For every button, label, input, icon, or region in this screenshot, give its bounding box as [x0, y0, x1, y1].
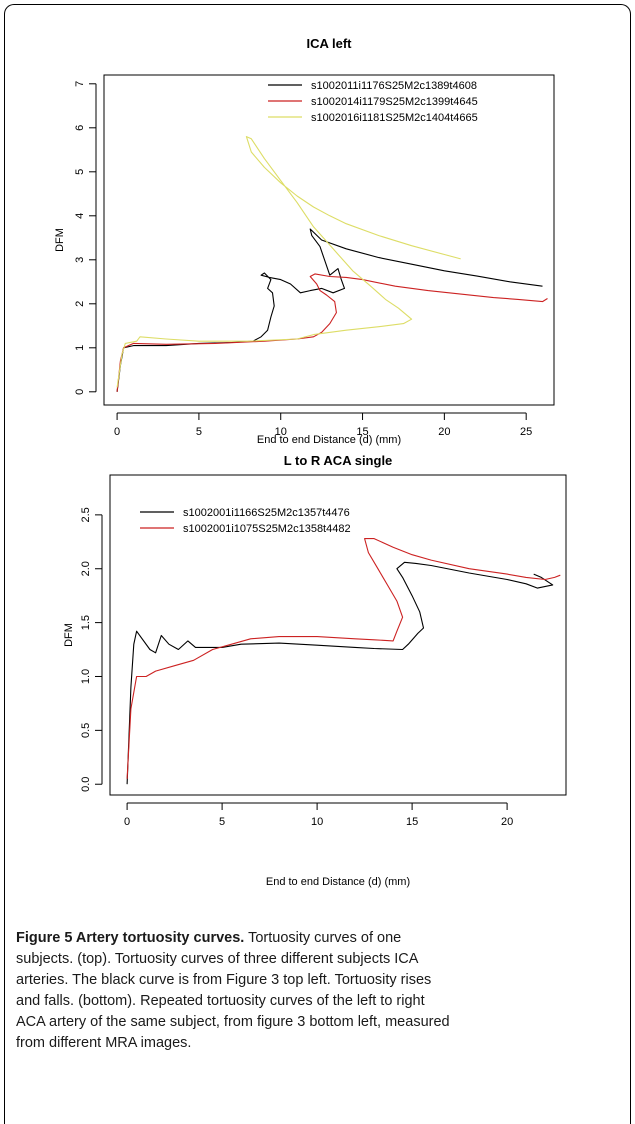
chart2-y-label: DFM	[63, 623, 75, 647]
chart1-y-tick-label-4: 4	[74, 213, 86, 219]
chart2-series-1-line	[126, 561, 554, 785]
chart2-y-tick-label-2: 1.0	[80, 669, 92, 684]
chart2-legend-label-2: s1002001i1075S25M2c1358t4482	[183, 523, 351, 535]
caption-line-3: and falls. (bottom). Repeated tortuosity…	[16, 993, 425, 1009]
chart1-x-tick-label-1: 5	[196, 426, 202, 438]
chart1-y-tick-label-6: 6	[74, 125, 86, 131]
chart1-series-1-line	[116, 228, 543, 392]
chart1-y-label: DFM	[54, 228, 66, 252]
chart1-x-tick-label-0: 0	[114, 426, 120, 438]
chart2-y-tick-label-3: 1.5	[80, 615, 92, 630]
chart2-y-tick-label-5: 2.5	[80, 507, 92, 522]
figure-frame	[4, 4, 631, 1124]
chart2-x-label: End to end Distance (d) (mm)	[266, 876, 410, 888]
chart1-y-tick-label-0: 0	[74, 389, 86, 395]
chart2-x-tick-label-1: 5	[219, 816, 225, 828]
chart2-y-tick-label-4: 2.0	[80, 561, 92, 576]
caption-line-4: ACA artery of the same subject, from fig…	[16, 1014, 450, 1030]
chart1-x-label: End to end Distance (d) (mm)	[257, 434, 401, 446]
chart1-legend-label-1: s1002011i1176S25M2c1389t4608	[311, 80, 477, 92]
figure-frame-edge	[4, 1110, 5, 1123]
chart1-y-tick-label-7: 7	[74, 81, 86, 87]
chart1-legend-label-3: s1002016i1181S25M2c1404t4665	[311, 112, 478, 124]
caption-line-5: from different MRA images.	[16, 1035, 192, 1051]
chart1-y-tick-label-2: 2	[74, 301, 86, 307]
caption-line-1: subjects. (top). Tortuosity curves of th…	[16, 951, 419, 967]
chart1-x-tick-label-4: 20	[438, 426, 450, 438]
chart1-legend-label-2: s1002014i1179S25M2c1399t4645	[311, 96, 478, 108]
chart2-x-tick-label-3: 15	[406, 816, 418, 828]
chart2-x-tick-label-4: 20	[501, 816, 513, 828]
chart1-series-3-line	[116, 136, 461, 388]
chart1-y-tick-label-3: 3	[74, 257, 86, 263]
chart2-series-2-line	[126, 538, 561, 779]
figure-caption: Figure 5 Artery tortuosity curves. Tortu…	[16, 928, 620, 1054]
chart1-plot-box	[103, 74, 555, 406]
caption-line-0: Tortuosity curves of one	[244, 930, 402, 946]
chart1-title: ICA left	[306, 36, 352, 51]
chart2-title: L to R ACA single	[284, 453, 393, 468]
chart2-plot-box	[109, 474, 567, 796]
chart2-x-tick-label-0: 0	[124, 816, 130, 828]
caption-heading: Figure 5 Artery tortuosity curves.	[16, 930, 245, 946]
chart1-y-tick-label-1: 1	[74, 345, 86, 351]
chart2-legend-label-1: s1002001i1166S25M2c1357t4476	[183, 507, 350, 519]
chart1-x-tick-label-3: 15	[356, 426, 368, 438]
caption-line-2: arteries. The black curve is from Figure…	[16, 972, 432, 988]
chart2-y-tick-label-1: 0.5	[80, 723, 92, 738]
chart1-x-tick-label-2: 10	[275, 426, 287, 438]
chart2-y-tick-label-0: 0.0	[80, 777, 92, 792]
chart1-x-tick-label-5: 25	[520, 426, 532, 438]
chart1-series-2-line	[116, 273, 548, 392]
chart2-x-tick-label-2: 10	[311, 816, 323, 828]
chart1-y-tick-label-5: 5	[74, 169, 86, 175]
